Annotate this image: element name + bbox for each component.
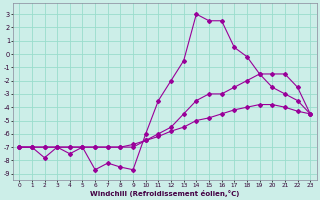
X-axis label: Windchill (Refroidissement éolien,°C): Windchill (Refroidissement éolien,°C) [90, 190, 239, 197]
